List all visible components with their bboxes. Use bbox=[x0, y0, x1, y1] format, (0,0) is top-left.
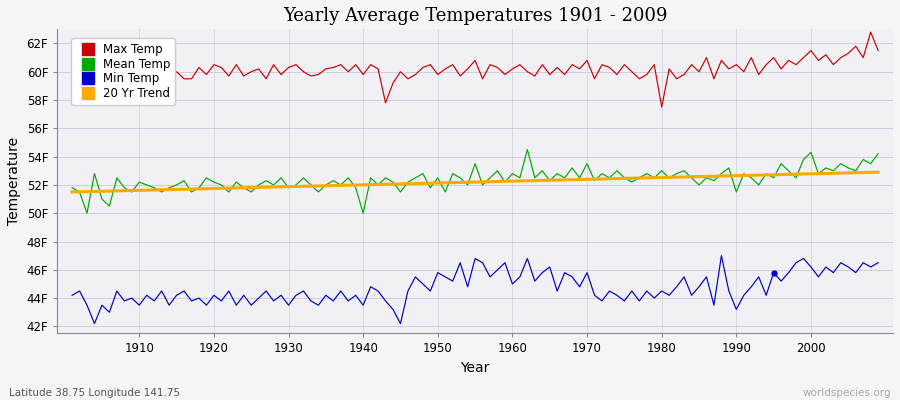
X-axis label: Year: Year bbox=[461, 361, 490, 375]
Y-axis label: Temperature: Temperature bbox=[7, 137, 21, 226]
Title: Yearly Average Temperatures 1901 - 2009: Yearly Average Temperatures 1901 - 2009 bbox=[283, 7, 668, 25]
Text: worldspecies.org: worldspecies.org bbox=[803, 388, 891, 398]
Text: Latitude 38.75 Longitude 141.75: Latitude 38.75 Longitude 141.75 bbox=[9, 388, 180, 398]
Legend: Max Temp, Mean Temp, Min Temp, 20 Yr Trend: Max Temp, Mean Temp, Min Temp, 20 Yr Tre… bbox=[71, 38, 176, 105]
